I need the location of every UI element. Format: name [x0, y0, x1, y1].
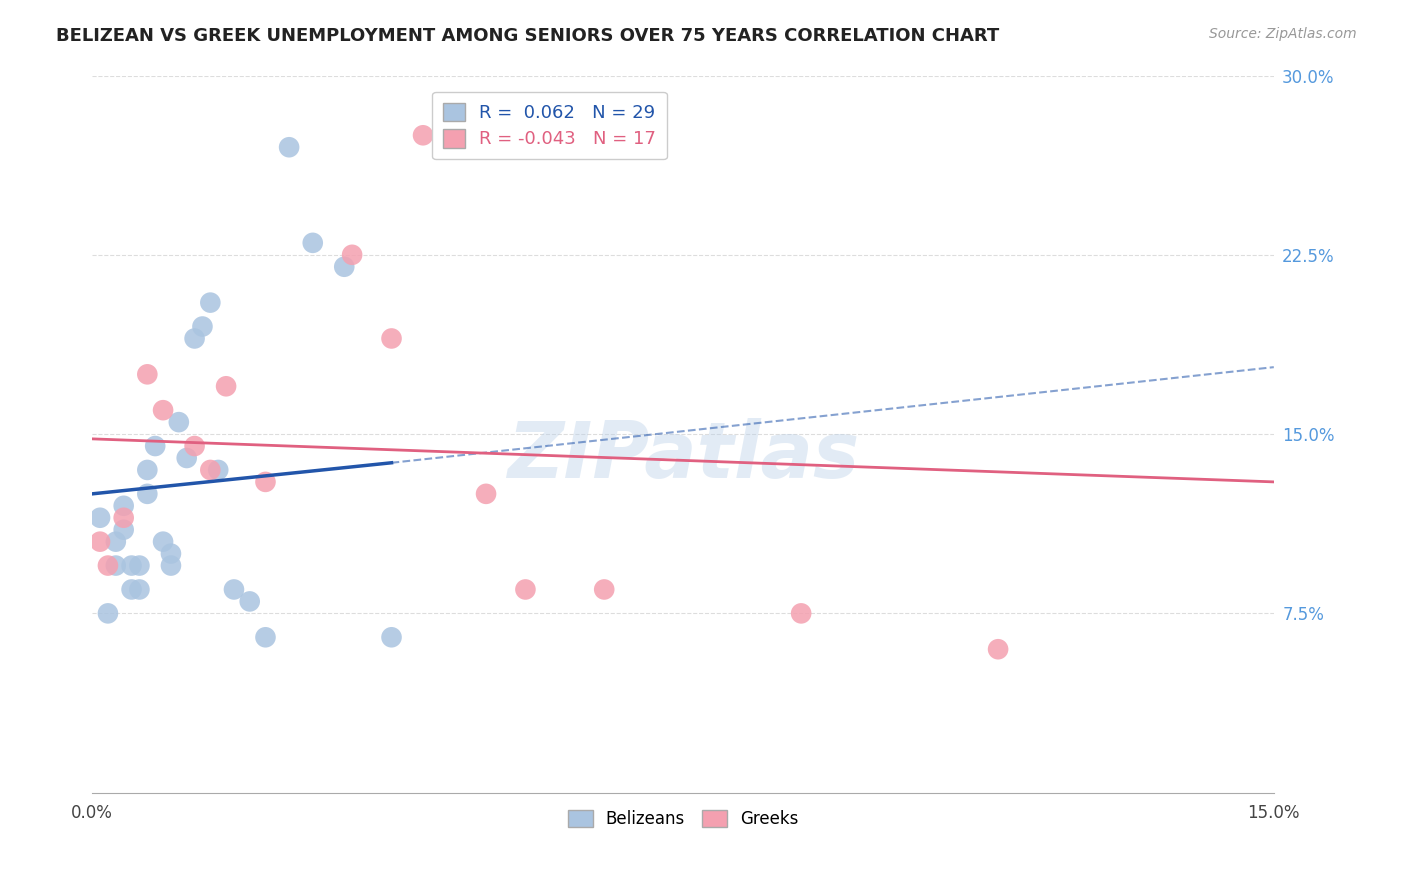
Point [176, 450, 198, 465]
Text: ZIPatlas: ZIPatlas [508, 417, 859, 493]
Point [128, 558, 150, 573]
Point [128, 582, 150, 597]
Point [97, 607, 120, 621]
Point [790, 607, 813, 621]
Point [121, 558, 143, 573]
Point [167, 415, 190, 429]
Point [104, 558, 127, 573]
Point [160, 558, 183, 573]
Point [254, 475, 277, 489]
Point [136, 368, 159, 382]
Text: Source: ZipAtlas.com: Source: ZipAtlas.com [1209, 27, 1357, 41]
Point [301, 235, 323, 250]
Point [200, 295, 222, 310]
Point [380, 331, 402, 345]
Point [475, 487, 498, 501]
Point [215, 379, 238, 393]
Point [333, 260, 356, 274]
Text: BELIZEAN VS GREEK UNEMPLOYMENT AMONG SENIORS OVER 75 YEARS CORRELATION CHART: BELIZEAN VS GREEK UNEMPLOYMENT AMONG SEN… [56, 27, 1000, 45]
Point [278, 140, 301, 154]
Point [412, 128, 434, 143]
Point [89, 534, 111, 549]
Point [515, 582, 537, 597]
Point [183, 331, 205, 345]
Point [222, 582, 245, 597]
Point [97, 558, 120, 573]
Point [380, 630, 402, 644]
Point [160, 547, 183, 561]
Point [207, 463, 229, 477]
Point [152, 403, 174, 417]
Point [239, 594, 262, 608]
Point [200, 463, 222, 477]
Point [987, 642, 1010, 657]
Point [191, 319, 214, 334]
Point [112, 523, 135, 537]
Point [143, 439, 166, 453]
Point [254, 630, 277, 644]
Point [136, 487, 159, 501]
Point [593, 582, 616, 597]
Point [183, 439, 205, 453]
Point [152, 534, 174, 549]
Point [121, 582, 143, 597]
Legend: Belizeans, Greeks: Belizeans, Greeks [561, 803, 806, 835]
Point [340, 248, 363, 262]
Point [112, 510, 135, 524]
Point [136, 463, 159, 477]
Point [89, 510, 111, 524]
Point [112, 499, 135, 513]
Point [104, 534, 127, 549]
